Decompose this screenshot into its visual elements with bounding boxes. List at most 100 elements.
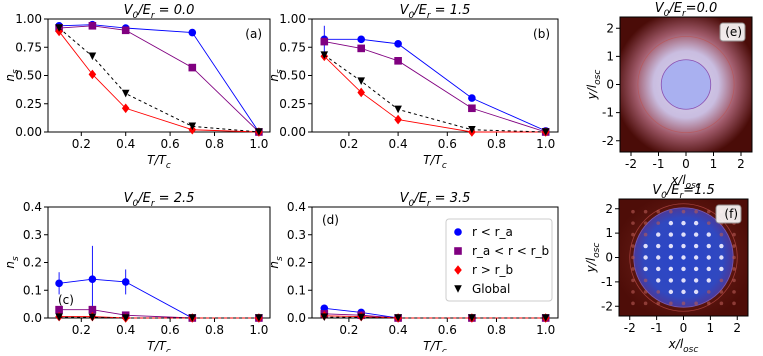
- x-tick-label: -2: [625, 157, 637, 171]
- lattice-site: [693, 255, 699, 260]
- lattice-site: [668, 255, 674, 260]
- label-part: = 2.5: [155, 191, 195, 206]
- series-line: [323, 55, 546, 133]
- y-tick-label: 1.00: [15, 12, 42, 26]
- label-part: /E: [137, 3, 151, 18]
- y-tick-label: 0.4: [287, 200, 306, 214]
- lattice-site: [656, 301, 661, 306]
- x-tick-label: 0.6: [161, 137, 180, 151]
- panel-title: V0/Er = 1.5: [400, 3, 471, 21]
- y-tick-label: 1: [605, 226, 613, 240]
- lattice-site: [656, 221, 661, 225]
- x-axis-label: T/Tc: [423, 339, 447, 352]
- x-tick-label: 0.8: [487, 323, 506, 337]
- marker: [121, 89, 130, 98]
- panel-label-box: [715, 204, 742, 224]
- lattice-site: [681, 232, 686, 237]
- lattice-site: [668, 232, 674, 237]
- y-tick-label: 1: [606, 49, 614, 63]
- legend-label: r < r_a: [472, 225, 513, 239]
- marker: [55, 305, 63, 314]
- y-axis-label: ns: [267, 69, 285, 82]
- marker: [255, 128, 263, 136]
- y-axis-label: ns: [3, 69, 21, 82]
- x-axis-label: x/losc: [670, 173, 701, 191]
- y-tick-label: 0.2: [23, 256, 42, 270]
- label-part: c: [442, 347, 447, 352]
- y-tick-label: 2: [606, 21, 614, 35]
- label-part: =1.5: [683, 183, 715, 198]
- lattice-site: [693, 243, 699, 249]
- marker: [121, 103, 130, 114]
- x-tick-label: 0.8: [487, 137, 506, 151]
- y-tick-label: 0.75: [279, 40, 306, 54]
- lattice-site: [719, 255, 724, 260]
- y-tick-label: 0.4: [23, 200, 42, 214]
- x-tick-label: 1.0: [249, 323, 268, 337]
- axes-frame: [619, 16, 753, 153]
- label-part: x/l: [670, 173, 686, 187]
- label-part: s: [11, 69, 21, 74]
- label-part: 0: [133, 11, 139, 21]
- lattice-site: [631, 290, 635, 294]
- panel-label: (b): [533, 27, 550, 41]
- label-part: r: [682, 9, 687, 19]
- lattice-site: [706, 255, 711, 260]
- label-part: osc: [683, 345, 698, 352]
- lattice-site: [706, 290, 711, 294]
- lattice-site: [668, 289, 674, 295]
- lattice-site: [719, 278, 724, 283]
- label-part: /E: [666, 183, 680, 198]
- lattice-site: [668, 220, 674, 226]
- x-tick-label: -1: [653, 157, 665, 171]
- y-tick-label: -2: [602, 134, 614, 148]
- label-part: n: [3, 261, 17, 269]
- lattice-site: [681, 278, 686, 283]
- series-line: [324, 38, 546, 132]
- marker: [394, 314, 402, 322]
- label-part: T/T: [423, 339, 443, 352]
- lattice-site: [681, 301, 686, 306]
- label-part: = 3.5: [431, 191, 471, 206]
- label-part: V: [655, 1, 665, 16]
- legend-label: r_a < r < r_b: [472, 244, 549, 258]
- lattice-site: [719, 243, 724, 249]
- lattice-site: [656, 278, 661, 283]
- marker: [188, 122, 197, 131]
- lattice-site: [656, 209, 661, 214]
- lattice-site: [732, 244, 736, 248]
- lattice-site: [656, 255, 661, 260]
- lattice-site: [693, 278, 699, 283]
- legend-label: r > r_b: [472, 263, 513, 277]
- label-part: osc: [686, 181, 701, 191]
- y-tick-label: -1: [602, 106, 614, 120]
- label-part: V: [652, 183, 662, 198]
- x-tick-label: -2: [624, 321, 636, 335]
- lattice-site: [681, 220, 686, 226]
- lattice-site: [732, 267, 736, 271]
- x-axis-label: T/Tc: [147, 339, 171, 352]
- lattice-site: [719, 266, 724, 272]
- marker: [454, 265, 462, 275]
- lattice-site: [681, 266, 686, 272]
- marker: [88, 313, 97, 322]
- lattice-site: [668, 266, 674, 272]
- marker: [357, 44, 365, 53]
- label-part: 0: [409, 11, 415, 21]
- label-part: y/l: [585, 84, 599, 100]
- y-tick-label: 0.75: [15, 40, 42, 54]
- y-tick-label: 1.00: [279, 12, 306, 26]
- marker: [394, 40, 402, 48]
- panel-title: V0/Er=1.5: [652, 183, 715, 201]
- label-part: /E: [413, 191, 427, 206]
- lattice-site: [631, 267, 635, 271]
- lattice-site: [631, 278, 635, 283]
- label-part: y/l: [584, 257, 598, 273]
- marker: [88, 69, 97, 80]
- axes-frame: [311, 18, 559, 133]
- lattice-site: [719, 301, 724, 306]
- label-part: c: [166, 161, 171, 171]
- label-part: 0: [133, 199, 139, 209]
- lattice-site: [656, 290, 661, 294]
